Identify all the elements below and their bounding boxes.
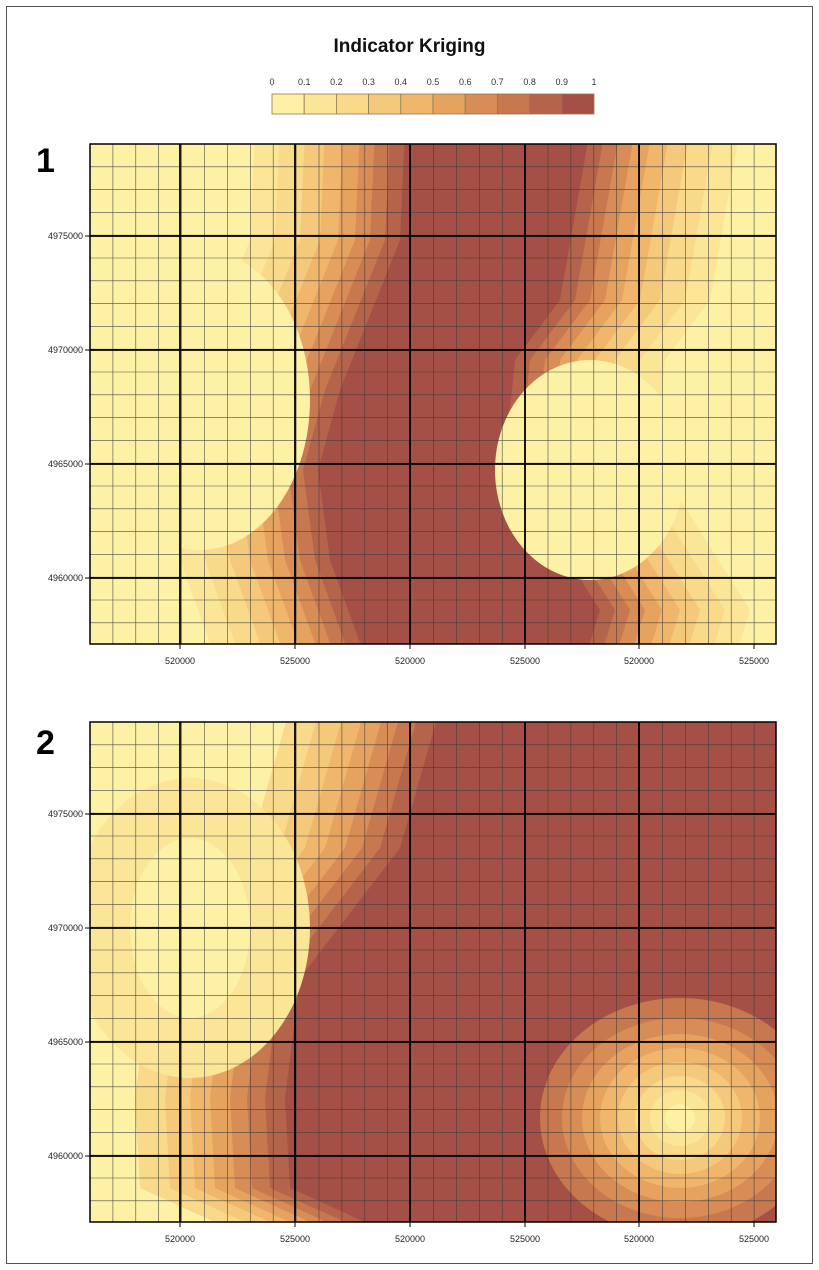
panel-2-label: 2: [36, 724, 55, 762]
map-border: [89, 721, 777, 1223]
x-tick-label: 520000: [165, 656, 195, 666]
legend-label-9: 0.9: [556, 77, 569, 87]
legend-label-1: 0.1: [298, 77, 311, 87]
x-tick-label: 525000: [510, 1234, 540, 1244]
legend-swatch-4: [400, 93, 434, 115]
y-tick-label: 4975000: [48, 809, 83, 819]
x-tick-label: 520000: [395, 1234, 425, 1244]
surface-band-1-0: [495, 360, 685, 580]
x-tick-label: 525000: [280, 656, 310, 666]
x-tick-label: 520000: [165, 1234, 195, 1244]
legend-label-0: 0: [269, 77, 274, 87]
y-tick-label: 4970000: [48, 345, 83, 355]
legend-swatch-9: [561, 93, 595, 115]
legend-swatch-3: [368, 93, 402, 115]
legend-label-4: 0.4: [395, 77, 408, 87]
legend-swatch-2: [336, 93, 370, 115]
map-title: Indicator Kriging: [333, 36, 486, 57]
legend-swatch-7: [496, 93, 530, 115]
map-border: [89, 143, 777, 645]
legend-swatch-0: [271, 93, 305, 115]
color-legend: 0 0.1 0.2 0.3 0.4 0.5 0.6 0.7 0.8 0.9 1: [269, 77, 597, 115]
legend-label-10: 1: [591, 77, 596, 87]
x-tick-label: 520000: [395, 656, 425, 666]
legend-swatch-1: [303, 93, 337, 115]
x-tick-label: 520000: [624, 1234, 654, 1244]
x-tick-label: 525000: [280, 1234, 310, 1244]
legend-label-2: 0.2: [330, 77, 343, 87]
x-tick-label: 525000: [739, 656, 769, 666]
y-tick-label: 4970000: [48, 923, 83, 933]
legend-swatch-5: [432, 93, 466, 115]
map-panel-1: 520000 525000 520000 525000 520000 525000 4975…: [48, 143, 777, 666]
x-tick-label: 525000: [739, 1234, 769, 1244]
x-tick-label: 525000: [510, 656, 540, 666]
y-tick-label: 4960000: [48, 573, 83, 583]
surface-band-2-0: [90, 250, 310, 550]
legend-swatch-8: [529, 93, 563, 115]
legend-label-3: 0.3: [362, 77, 375, 87]
major-grid: [90, 144, 776, 644]
y-tick-label: 4965000: [48, 1037, 83, 1047]
y-tick-label: 4960000: [48, 1151, 83, 1161]
legend-label-8: 0.8: [523, 77, 536, 87]
y-tick-label: 4965000: [48, 459, 83, 469]
legend-label-7: 0.7: [491, 77, 504, 87]
legend-swatch-6: [464, 93, 498, 115]
legend-label-6: 0.6: [459, 77, 472, 87]
x-tick-label: 520000: [624, 656, 654, 666]
legend-label-5: 0.5: [427, 77, 440, 87]
major-grid: [90, 722, 776, 1222]
panel-1-label: 1: [36, 142, 55, 180]
surface-band-1-7: [665, 1104, 695, 1132]
map-panel-2: 520000 525000 520000 525000 520000 525000 4975…: [48, 721, 777, 1244]
figure-frame: [6, 6, 813, 1264]
y-tick-label: 4975000: [48, 231, 83, 241]
